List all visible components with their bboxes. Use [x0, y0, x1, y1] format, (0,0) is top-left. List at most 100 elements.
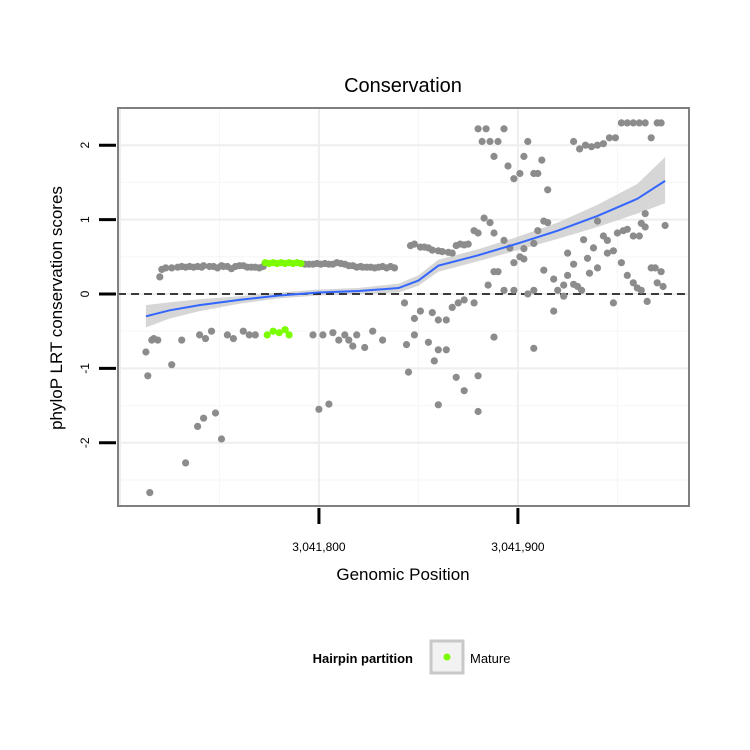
data-point: [474, 125, 482, 133]
data-point: [200, 414, 208, 422]
legend-title: Hairpin partition: [313, 651, 413, 666]
data-point: [474, 229, 482, 237]
data-point-mature: [281, 326, 289, 334]
data-point: [603, 249, 612, 257]
data-point: [424, 338, 432, 346]
data-point: [641, 119, 649, 127]
data-point: [544, 186, 552, 194]
data-point: [520, 245, 528, 253]
data-point: [544, 219, 552, 227]
data-point: [223, 331, 231, 339]
smooth-curve: [145, 180, 666, 318]
data-point: [410, 331, 418, 339]
data-point: [635, 119, 643, 127]
data-point: [484, 281, 492, 289]
data-point: [623, 225, 631, 233]
data-point: [200, 262, 208, 270]
data-point: [629, 279, 637, 287]
data-point: [319, 331, 327, 339]
data-point: [434, 401, 442, 409]
panel-border: [117, 107, 690, 507]
data-point: [617, 119, 626, 127]
data-point: [168, 361, 176, 369]
data-point: [564, 271, 572, 279]
data-point-mature: [263, 331, 271, 339]
data-point: [550, 307, 558, 315]
data-point: [520, 152, 528, 160]
data-point: [335, 336, 343, 344]
data-point: [480, 214, 488, 222]
data-point: [643, 297, 651, 305]
data-point: [390, 264, 399, 272]
data-point: [603, 236, 612, 244]
data-point: [538, 156, 546, 164]
data-point: [657, 119, 665, 127]
y-axis-title: phyloP LRT conservation scores: [47, 186, 66, 430]
data-point: [156, 273, 164, 281]
data-point: [442, 346, 450, 354]
y-tick-label: 2: [78, 142, 92, 149]
data-point: [349, 342, 357, 350]
data-point: [345, 336, 353, 344]
smooth-line: [145, 180, 666, 318]
data-point: [239, 327, 247, 335]
y-tick-label: 1: [78, 216, 92, 223]
data-point: [182, 459, 190, 467]
data-point: [460, 387, 468, 395]
data-point: [329, 329, 337, 337]
x-axis-ticks: 3,041,800 3,041,900: [292, 508, 545, 554]
data-point: [593, 217, 602, 225]
data-point: [635, 232, 643, 240]
x-axis-title: Genomic Position: [336, 565, 469, 584]
data-point: [629, 232, 637, 240]
legend-label-mature: Mature: [470, 651, 510, 666]
data-point: [162, 264, 170, 272]
x-tick-label: 3,041,900: [491, 540, 545, 554]
data-point: [530, 239, 538, 247]
data-point: [576, 145, 584, 153]
chart-title: Conservation: [344, 75, 462, 97]
data-point: [438, 248, 446, 256]
data-point-mature: [285, 331, 293, 339]
data-point: [168, 264, 176, 272]
data-point: [460, 296, 468, 304]
data-point: [617, 259, 626, 267]
data-point: [315, 405, 323, 413]
data-point: [494, 137, 502, 146]
data-point: [534, 227, 542, 235]
data-point: [524, 290, 532, 298]
data-point: [217, 435, 226, 443]
y-tick-label: 0: [78, 290, 92, 297]
confidence-band-area: [145, 157, 666, 328]
data-point: [410, 240, 418, 248]
data-point: [361, 343, 369, 352]
data-point: [454, 299, 462, 307]
data-point: [570, 137, 578, 146]
data-point: [599, 140, 608, 148]
data-point: [580, 236, 588, 244]
data-point: [490, 333, 498, 341]
data-point: [428, 309, 436, 317]
data-point: [530, 286, 538, 294]
data-point: [534, 169, 542, 178]
data-point: [510, 259, 518, 267]
data-point: [661, 221, 669, 230]
data-point: [245, 331, 253, 339]
data-point: [452, 373, 460, 381]
data-point: [524, 137, 532, 146]
data-point: [516, 169, 524, 178]
data-point: [482, 125, 490, 133]
data-point: [490, 229, 498, 237]
data-point: [647, 264, 655, 272]
data-point: [434, 346, 442, 354]
data-point: [341, 331, 349, 339]
data-point: [402, 341, 411, 349]
data-point: [611, 134, 620, 142]
data-point: [201, 335, 210, 343]
data-point: [570, 260, 578, 268]
data-point: [510, 286, 518, 294]
data-point: [500, 125, 508, 133]
legend: Hairpin partition Mature: [313, 639, 510, 675]
data-point: [229, 335, 237, 343]
